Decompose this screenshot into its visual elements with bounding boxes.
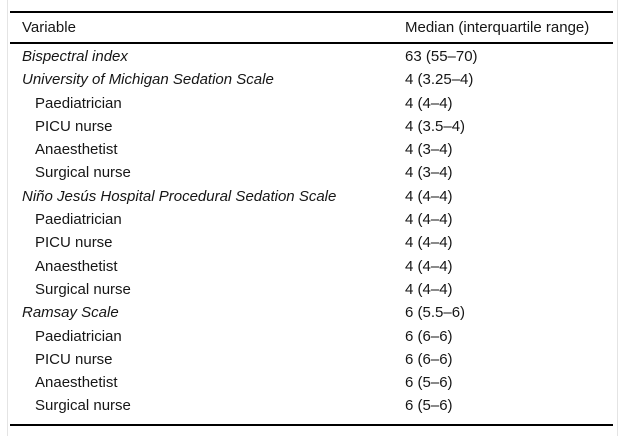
row-label: Surgical nurse [35, 397, 131, 415]
table-header-row: Variable Median (interquartile range) [10, 13, 613, 44]
row-value: 6 (5.5–6) [405, 304, 466, 322]
row-value: 4 (3–4) [405, 141, 453, 159]
row-value: 4 (4–4) [405, 211, 453, 229]
row-label: PICU nurse [35, 117, 113, 135]
row-value: 4 (4–4) [405, 257, 453, 275]
table-row: Anaesthetist 6 (5–6) [10, 371, 613, 394]
row-label: Paediatrician [35, 94, 122, 112]
row-value: 4 (4–4) [405, 280, 453, 298]
row-label: Surgical nurse [35, 280, 131, 298]
table-row: Niño Jesús Hospital Procedural Sedation … [10, 185, 613, 208]
row-label: Anaesthetist [35, 257, 118, 275]
table-row: PICU nurse 4 (4–4) [10, 231, 613, 254]
table-row: Surgical nurse 4 (3–4) [10, 161, 613, 184]
row-value: 6 (5–6) [405, 374, 453, 392]
row-label: PICU nurse [35, 234, 113, 252]
column-header-variable: Variable [22, 19, 76, 36]
table-row: University of Michigan Sedation Scale 4 … [10, 68, 613, 91]
row-value: 4 (4–4) [405, 94, 453, 112]
table-row: Paediatrician 6 (6–6) [10, 325, 613, 348]
column-header-median-iqr: Median (interquartile range) [405, 19, 590, 36]
table-row: PICU nurse 6 (6–6) [10, 348, 613, 371]
table-body: Bispectral index 63 (55–70) University o… [10, 44, 613, 426]
row-value: 4 (3.5–4) [405, 117, 466, 135]
table-row: Paediatrician 4 (4–4) [10, 208, 613, 231]
row-label: University of Michigan Sedation Scale [22, 71, 274, 89]
row-value: 4 (4–4) [405, 234, 453, 252]
table-row: Surgical nurse 6 (5–6) [10, 394, 613, 417]
row-value: 6 (6–6) [405, 350, 453, 368]
table-row: Surgical nurse 4 (4–4) [10, 278, 613, 301]
row-label: Anaesthetist [35, 374, 118, 392]
row-value: 6 (6–6) [405, 327, 453, 345]
row-value: 4 (3.25–4) [405, 71, 474, 89]
table-row: Bispectral index 63 (55–70) [10, 45, 613, 68]
table-row: Anaesthetist 4 (3–4) [10, 138, 613, 161]
sedation-scales-table: Variable Median (interquartile range) Bi… [10, 11, 613, 426]
row-label: Niño Jesús Hospital Procedural Sedation … [22, 187, 337, 205]
row-label: Surgical nurse [35, 164, 131, 182]
row-label: Paediatrician [35, 327, 122, 345]
row-label: Ramsay Scale [22, 304, 119, 322]
row-value: 4 (4–4) [405, 187, 453, 205]
row-label: Anaesthetist [35, 141, 118, 159]
table-row: Ramsay Scale 6 (5.5–6) [10, 301, 613, 324]
table-row: Anaesthetist 4 (4–4) [10, 255, 613, 278]
table-row: Paediatrician 4 (4–4) [10, 92, 613, 115]
table-row: PICU nurse 4 (3.5–4) [10, 115, 613, 138]
row-label: PICU nurse [35, 350, 113, 368]
row-label: Bispectral index [22, 48, 128, 65]
row-value: 4 (3–4) [405, 164, 453, 182]
row-label: Paediatrician [35, 211, 122, 229]
row-value: 6 (5–6) [405, 397, 453, 415]
row-value: 63 (55–70) [405, 48, 478, 65]
